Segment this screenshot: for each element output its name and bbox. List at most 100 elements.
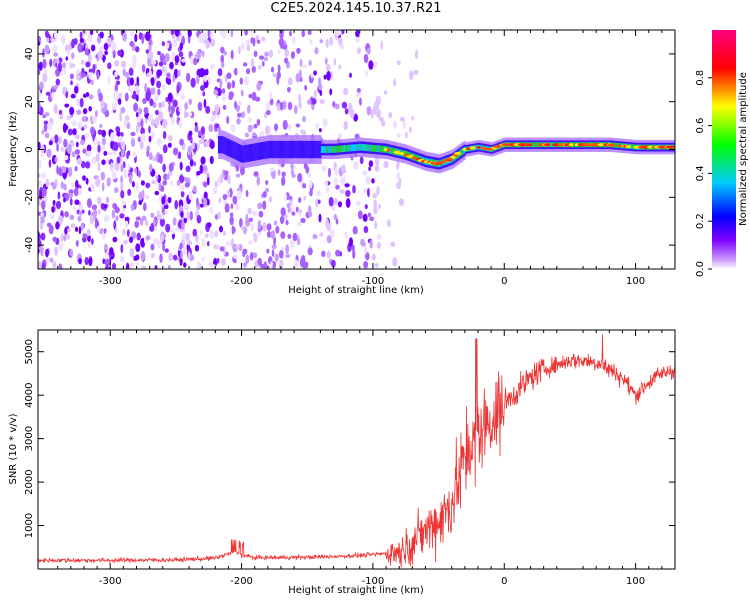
heatmap-cell	[252, 37, 256, 47]
x-tick-label: 100	[626, 276, 645, 287]
heatmap-cell	[321, 250, 326, 258]
heatmap-cell	[109, 247, 114, 255]
heatmap-cell	[170, 228, 175, 235]
heatmap-cell	[120, 182, 124, 192]
heatmap-cell	[214, 214, 218, 220]
heatmap-cell	[196, 74, 200, 85]
heatmap-cell	[61, 34, 66, 45]
heatmap-cell	[82, 233, 88, 239]
heatmap-cell	[335, 184, 340, 190]
heatmap-cell	[280, 231, 286, 240]
snr-series	[38, 334, 675, 568]
heatmap-cell	[290, 169, 295, 176]
heatmap-cell	[155, 153, 159, 162]
heatmap-cell	[343, 87, 349, 96]
heatmap-cell	[318, 77, 322, 87]
heatmap-cell	[233, 254, 238, 259]
heatmap-cell	[390, 241, 396, 247]
heatmap-cell	[270, 261, 273, 268]
heatmap-cell	[79, 97, 84, 108]
heatmap-cell	[335, 249, 341, 257]
heatmap-cell	[256, 118, 261, 126]
heatmap-cell	[212, 110, 216, 116]
heatmap-cell	[239, 77, 244, 85]
heatmap-cell	[222, 230, 227, 236]
heatmap-cell	[120, 106, 126, 114]
heatmap-cell	[345, 189, 351, 197]
heatmap-cell	[242, 248, 246, 258]
heatmap-cell	[302, 115, 306, 123]
heatmap-cell	[73, 38, 78, 45]
heatmap-cell	[337, 37, 343, 46]
y-tick-label: 40	[24, 48, 35, 61]
heatmap-cell	[204, 233, 209, 238]
heatmap-cell	[113, 90, 119, 101]
heatmap-cell	[193, 57, 198, 66]
heatmap-cell	[68, 189, 74, 195]
heatmap-cell	[168, 252, 174, 262]
heatmap-cell	[129, 40, 134, 47]
heatmap-cell	[165, 223, 171, 233]
heatmap-cell	[76, 187, 83, 196]
heatmap-cell	[121, 200, 127, 206]
heatmap-cell	[377, 203, 381, 210]
heatmap-cell	[71, 52, 75, 59]
heatmap-cell	[264, 56, 268, 62]
heatmap-cell	[94, 137, 98, 146]
heatmap-cell	[277, 49, 281, 55]
heatmap-cell	[323, 74, 327, 80]
heatmap-cell	[57, 62, 63, 73]
heatmap-cell	[95, 177, 100, 187]
heatmap-cell	[235, 244, 241, 250]
heatmap-cell	[196, 49, 202, 60]
heatmap-cell	[70, 142, 75, 147]
heatmap-cell	[367, 212, 372, 217]
heatmap-cell	[141, 265, 147, 269]
heatmap-cell	[39, 81, 44, 90]
heatmap-cell	[194, 122, 198, 127]
heatmap-cell	[289, 238, 295, 249]
heatmap-cell	[138, 200, 143, 206]
heatmap-cell	[154, 225, 158, 231]
heatmap-cell	[135, 94, 139, 102]
heatmap-cell	[82, 108, 88, 115]
heatmap-cell	[326, 250, 331, 259]
heatmap-cell	[208, 124, 214, 133]
heatmap-cell	[230, 203, 234, 210]
heatmap-cell	[128, 236, 134, 243]
heatmap-cell	[103, 228, 107, 234]
heatmap-cell	[186, 72, 191, 83]
heatmap-cell	[343, 120, 348, 131]
heatmap-cell	[88, 239, 92, 250]
heatmap-cell	[323, 180, 328, 187]
heatmap-cell	[154, 117, 159, 128]
heatmap-cell	[363, 187, 369, 193]
heatmap-cell	[144, 82, 148, 93]
y-tick-label: 3000	[24, 426, 35, 451]
heatmap-cell	[50, 36, 54, 43]
heatmap-cell	[147, 114, 154, 122]
heatmap-cell	[208, 261, 213, 267]
heatmap-cell	[147, 57, 152, 67]
heatmap-cell	[220, 46, 225, 54]
heatmap-cell	[268, 195, 273, 203]
heatmap-cell	[133, 151, 137, 158]
heatmap-cell	[326, 70, 331, 81]
heatmap-cell	[237, 112, 242, 118]
heatmap-cell	[41, 172, 47, 179]
heatmap-cell	[298, 93, 302, 103]
heatmap-cell	[352, 249, 356, 259]
heatmap-cell	[92, 115, 97, 124]
heatmap-cell	[38, 68, 41, 76]
heatmap-cell	[43, 122, 48, 133]
heatmap-cell	[368, 166, 372, 172]
heatmap-cell	[187, 145, 192, 154]
heatmap-cell	[60, 146, 64, 153]
heatmap-cell	[290, 162, 294, 170]
heatmap-cell	[210, 63, 215, 70]
heatmap-cell	[217, 211, 221, 220]
heatmap-cell	[231, 80, 236, 89]
heatmap-cell	[81, 209, 85, 214]
heatmap-cell	[319, 232, 324, 237]
heatmap-cell	[145, 92, 151, 102]
